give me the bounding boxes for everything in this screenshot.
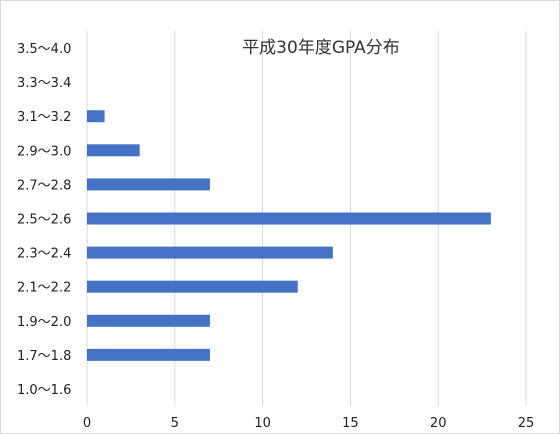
x-tick-labels: 0 5 10 15 20 25	[83, 416, 534, 431]
y-tick-label-3: 2.1〜2.2	[17, 281, 71, 296]
bar-4	[87, 246, 333, 259]
y-tick-label-4: 2.3〜2.4	[17, 247, 71, 262]
y-tick-label-0: 1.0〜1.6	[17, 383, 71, 398]
x-tick-label-25: 25	[518, 416, 535, 431]
bar-3	[87, 280, 298, 293]
x-tick-label-20: 20	[430, 416, 447, 431]
y-tick-label-5: 2.5〜2.6	[17, 213, 71, 228]
y-tick-label-7: 2.9〜3.0	[17, 144, 71, 159]
bar-2	[87, 314, 210, 327]
y-tick-label-1: 1.7〜1.8	[17, 349, 71, 364]
y-tick-label-9: 3.3〜3.4	[17, 76, 71, 91]
chart-title: 平成30年度GPA分布	[242, 38, 400, 58]
bars	[87, 110, 491, 361]
bar-7	[87, 144, 140, 157]
bar-5	[87, 212, 491, 225]
y-tick-labels: 1.0〜1.6 1.7〜1.8 1.9〜2.0 2.1〜2.2 2.3〜2.4 2.5〜2…	[17, 42, 71, 398]
x-tick-label-15: 15	[342, 416, 359, 431]
x-tick-label-0: 0	[83, 416, 91, 431]
bar-8	[87, 110, 105, 123]
bar-1	[87, 348, 210, 361]
y-tick-label-2: 1.9〜2.0	[17, 315, 71, 330]
bar-6	[87, 178, 210, 191]
y-tick-label-10: 3.5〜4.0	[17, 42, 71, 57]
y-tick-label-8: 3.1〜3.2	[17, 110, 71, 125]
x-tick-label-5: 5	[171, 416, 179, 431]
y-tick-label-6: 2.7〜2.8	[17, 178, 71, 193]
x-tick-label-10: 10	[254, 416, 271, 431]
